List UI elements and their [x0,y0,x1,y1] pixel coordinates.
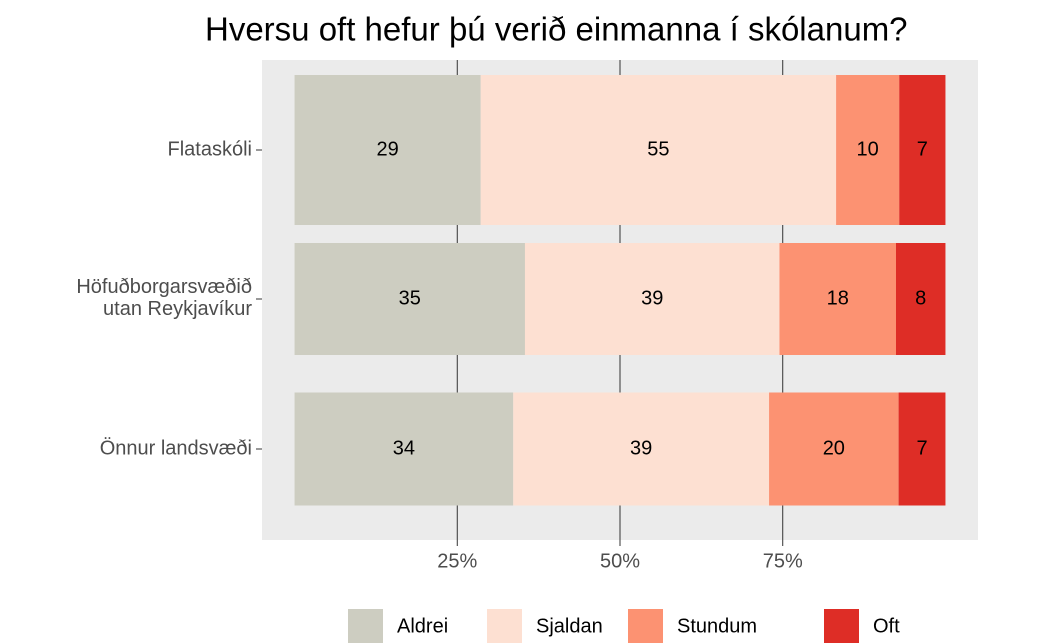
value-label: 7 [917,138,928,160]
value-label: 18 [827,287,849,309]
bar-segment [294,75,481,225]
value-label: 39 [641,287,663,309]
legend-swatch [487,609,522,643]
bar-segment [895,243,946,355]
legend-label: Oft [873,615,900,637]
bar-segment [899,75,946,225]
bar-segment [524,243,780,355]
bar-segment [513,392,770,506]
bar-segment [769,392,899,506]
bar-segment [294,392,514,506]
y-tick-label: Höfuðborgarsvæðið utan Reykjavíkur [76,276,252,320]
bar-segment [294,243,525,355]
bar-segment [836,75,900,225]
value-label: 39 [630,437,652,459]
value-label: 35 [399,287,421,309]
x-tick-label: 50% [600,550,640,572]
value-label: 10 [857,138,879,160]
value-label: 7 [916,437,927,459]
legend-swatch [348,609,383,643]
bar-segment [898,392,946,506]
legend-swatch [824,609,859,643]
legend-label: Stundum [677,615,757,637]
legend-label: Aldrei [397,615,448,637]
value-label: 20 [823,437,845,459]
legend-swatch [628,609,663,643]
y-tick-label: Önnur landsvæði [100,437,252,459]
y-tick-label: Flataskóli [168,138,252,160]
value-label: 8 [915,287,926,309]
x-tick-label: 75% [763,550,803,572]
x-tick-label: 25% [437,550,477,572]
bar-segment [480,75,837,225]
value-label: 29 [377,138,399,160]
value-label: 55 [647,138,669,160]
chart-title: Hversu oft hefur þú verið einmanna í skó… [205,11,908,48]
legend-label: Sjaldan [536,615,603,637]
value-label: 34 [393,437,415,459]
bar-segment [779,243,896,355]
